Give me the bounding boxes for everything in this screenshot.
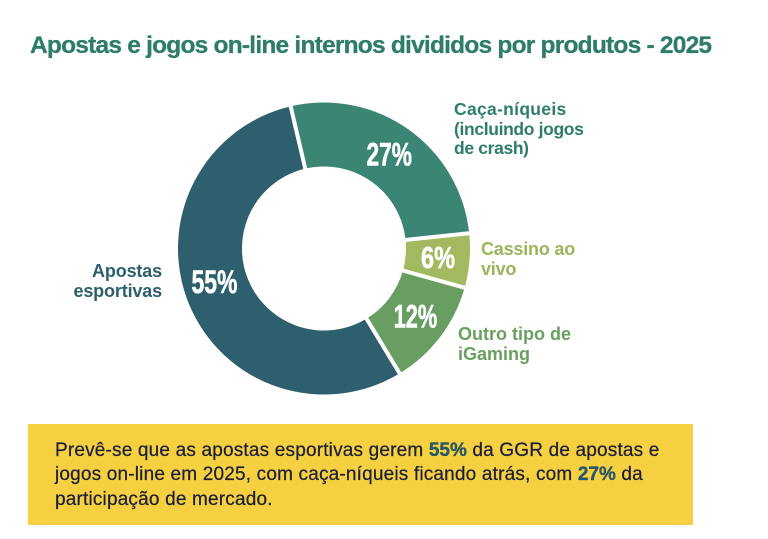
svg-text:6%: 6% xyxy=(421,240,455,275)
svg-text:55%: 55% xyxy=(192,264,238,300)
svg-text:27%: 27% xyxy=(367,136,413,172)
svg-text:12%: 12% xyxy=(394,299,438,335)
